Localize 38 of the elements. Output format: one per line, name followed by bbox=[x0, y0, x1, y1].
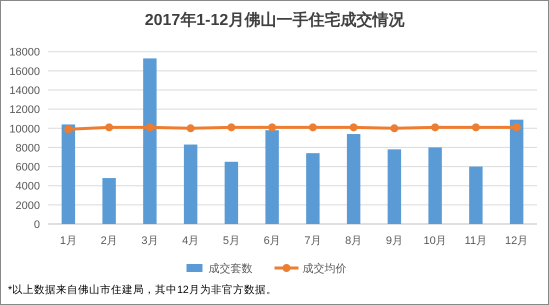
x-tick-label: 6月 bbox=[264, 235, 281, 247]
bar bbox=[184, 144, 198, 224]
x-tick-label: 2月 bbox=[100, 235, 118, 247]
bar bbox=[306, 153, 320, 224]
x-tick-label: 3月 bbox=[141, 235, 158, 247]
x-tick-label: 12月 bbox=[505, 235, 528, 247]
bar bbox=[102, 178, 116, 224]
bar bbox=[428, 147, 442, 224]
y-tick-label: 8000 bbox=[16, 142, 40, 154]
x-tick-label: 10月 bbox=[424, 235, 447, 247]
bar bbox=[143, 58, 157, 224]
x-tick-label: 11月 bbox=[464, 235, 488, 247]
y-tick-label: 18000 bbox=[9, 46, 40, 59]
bar bbox=[510, 120, 524, 224]
text: *以上数据来自佛山市住建局，其中12月为非官方数据。 bbox=[8, 283, 277, 296]
bar bbox=[62, 124, 76, 224]
x-tick-label: 4月 bbox=[182, 235, 200, 247]
y-tick-label: 6000 bbox=[16, 162, 40, 174]
bar bbox=[346, 134, 360, 224]
bar bbox=[224, 162, 238, 224]
x-tick-label: 1月 bbox=[60, 235, 77, 247]
x-tick-label: 9月 bbox=[386, 235, 403, 247]
bar bbox=[469, 166, 483, 224]
chart-title: 2017年1-12月佛山一手住宅成交情况 bbox=[144, 10, 406, 29]
bar bbox=[265, 130, 279, 224]
x-tick-label: 8月 bbox=[345, 235, 362, 247]
y-tick-label: 4000 bbox=[16, 180, 40, 193]
y-tick-label: 2000 bbox=[16, 200, 40, 212]
y-tick-label: 10000 bbox=[9, 123, 40, 136]
x-tick-label: 7月 bbox=[304, 235, 322, 247]
bar bbox=[388, 149, 402, 224]
x-tick-label: 5月 bbox=[222, 235, 240, 247]
y-tick-label: 14000 bbox=[9, 84, 40, 97]
y-tick-label: 0 bbox=[34, 219, 40, 231]
y-tick-label: 16000 bbox=[9, 66, 40, 78]
y-tick-label: 12000 bbox=[9, 104, 40, 116]
legend-label: 成交均价 bbox=[302, 262, 346, 275]
legend-label: 成交套数 bbox=[208, 262, 252, 275]
